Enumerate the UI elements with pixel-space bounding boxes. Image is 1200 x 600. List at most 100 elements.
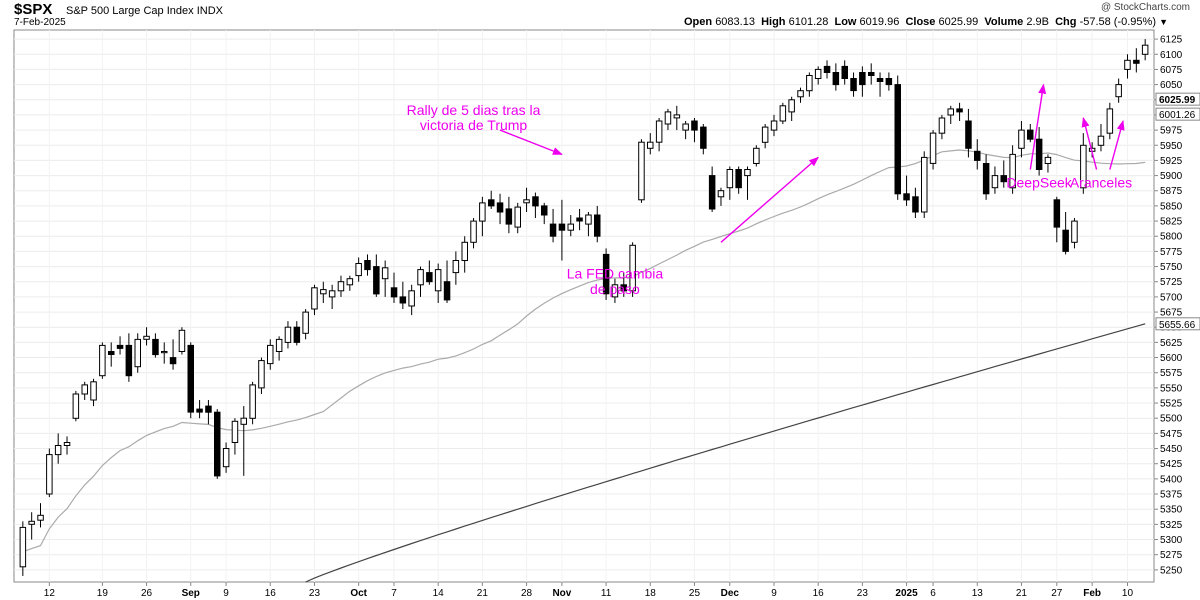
- candle-up: [567, 223, 574, 231]
- chevron-down-icon[interactable]: ▼: [1159, 17, 1168, 27]
- candle-down: [823, 65, 831, 74]
- x-tick-label: 13: [972, 588, 984, 599]
- candle-down: [903, 193, 910, 201]
- x-tick-label: 9: [223, 588, 229, 599]
- x-tick-label: 16: [265, 588, 277, 599]
- y-tick-label: 5675: [1160, 308, 1183, 319]
- candle-up: [806, 75, 813, 92]
- candle-up: [770, 120, 778, 131]
- candle-down: [293, 326, 301, 343]
- candle-up: [629, 244, 636, 292]
- annotation-text: de paso: [590, 281, 640, 297]
- candle-up: [28, 520, 35, 525]
- y-tick-label: 5800: [1160, 232, 1183, 243]
- candle-up: [267, 344, 274, 365]
- x-tick-label: 2025: [895, 588, 918, 599]
- annotation-arrow: [1081, 116, 1098, 170]
- ma-value-label-box: [1155, 317, 1200, 331]
- candle-up: [284, 326, 292, 343]
- y-tick-label: 5575: [1160, 368, 1183, 379]
- candle-down: [850, 78, 857, 92]
- exchange-label: INDX: [196, 5, 223, 17]
- y-tick-label: 5500: [1160, 414, 1183, 425]
- candle-down: [894, 84, 901, 195]
- candle-down: [214, 411, 221, 477]
- brand-watermark: @ StockCharts.com: [1100, 2, 1190, 13]
- candle-down: [549, 223, 557, 237]
- candle-down: [426, 272, 433, 283]
- candle-up: [717, 190, 725, 198]
- candle-up: [1124, 59, 1131, 70]
- candle-down: [832, 72, 840, 86]
- x-tick-label: Nov: [552, 588, 571, 599]
- close-value-label: 6025.99: [1159, 95, 1196, 106]
- candle-up: [240, 417, 247, 425]
- candle-up: [311, 287, 318, 310]
- x-tick-label: 14: [433, 588, 445, 599]
- candle-up: [514, 206, 521, 228]
- candle-down: [169, 357, 177, 365]
- candle-down: [108, 351, 115, 355]
- annotation-text: La FED cambia: [567, 266, 664, 282]
- x-tick-label: Dec: [721, 588, 740, 599]
- annotation-arrow: [1029, 83, 1047, 170]
- candle-up: [1009, 153, 1016, 189]
- candle-down: [982, 163, 990, 195]
- candle-up: [726, 169, 734, 189]
- x-tick-label: Oct: [350, 588, 367, 599]
- candle-up: [19, 526, 27, 568]
- annotation-text: victoria de Trump: [420, 117, 528, 133]
- candle-down: [1062, 229, 1069, 252]
- x-tick-label: 10: [1122, 588, 1134, 599]
- index-name: S&P 500 Large Cap Index INDX: [66, 5, 223, 17]
- x-tick-label: Feb: [1083, 588, 1101, 599]
- candle-down: [691, 120, 698, 131]
- y-tick-label: 5850: [1160, 201, 1183, 212]
- y-tick-label: 5350: [1160, 505, 1183, 516]
- candle-down: [152, 338, 159, 356]
- y-tick-label: 5400: [1160, 474, 1183, 485]
- candle-down: [116, 344, 124, 349]
- candle-up: [523, 199, 530, 204]
- candle-down: [735, 169, 742, 189]
- candle-up: [54, 445, 62, 456]
- annotation-text: Rally de 5 dias tras la: [407, 102, 541, 118]
- x-tick-label: 23: [857, 588, 869, 599]
- candle-down: [876, 78, 884, 82]
- candle-up: [921, 156, 928, 213]
- candle-up: [1071, 220, 1078, 243]
- ohlc-readout: Open 6083.13 High 6101.28 Low 6019.96 Cl…: [684, 16, 1156, 28]
- candle-up: [585, 214, 592, 225]
- candle-down: [885, 78, 893, 86]
- ma-value-label: 5655.66: [1159, 320, 1196, 331]
- candle-down: [1053, 199, 1061, 228]
- candle-down: [594, 214, 601, 237]
- candle-up: [37, 514, 44, 521]
- x-tick-label: 27: [1051, 588, 1063, 599]
- candle-up: [788, 99, 795, 113]
- candle-up: [655, 120, 663, 143]
- candle-up: [258, 360, 265, 389]
- x-tick-label: 23: [309, 588, 321, 599]
- y-tick-label: 5275: [1160, 550, 1183, 561]
- y-tick-label: 6125: [1160, 35, 1183, 46]
- candle-up: [46, 454, 53, 495]
- candle-up: [90, 381, 97, 401]
- annotation-arrow: [499, 129, 563, 156]
- candle-up: [814, 68, 822, 80]
- x-tick-label: 9: [771, 588, 777, 599]
- candle-up: [991, 175, 999, 189]
- candle-up: [381, 267, 389, 280]
- candle-up: [302, 311, 309, 334]
- candle-down: [532, 196, 539, 207]
- annotation-arrow: [1109, 120, 1125, 170]
- candle-down: [488, 199, 495, 207]
- y-tick-label: 5475: [1160, 429, 1183, 440]
- candle-up: [72, 393, 80, 419]
- y-tick-label: 5700: [1160, 292, 1183, 303]
- y-tick-label: 6075: [1160, 65, 1183, 76]
- candle-down: [443, 281, 451, 301]
- ma-value-label-box: [1155, 107, 1200, 121]
- candle-up: [417, 269, 424, 286]
